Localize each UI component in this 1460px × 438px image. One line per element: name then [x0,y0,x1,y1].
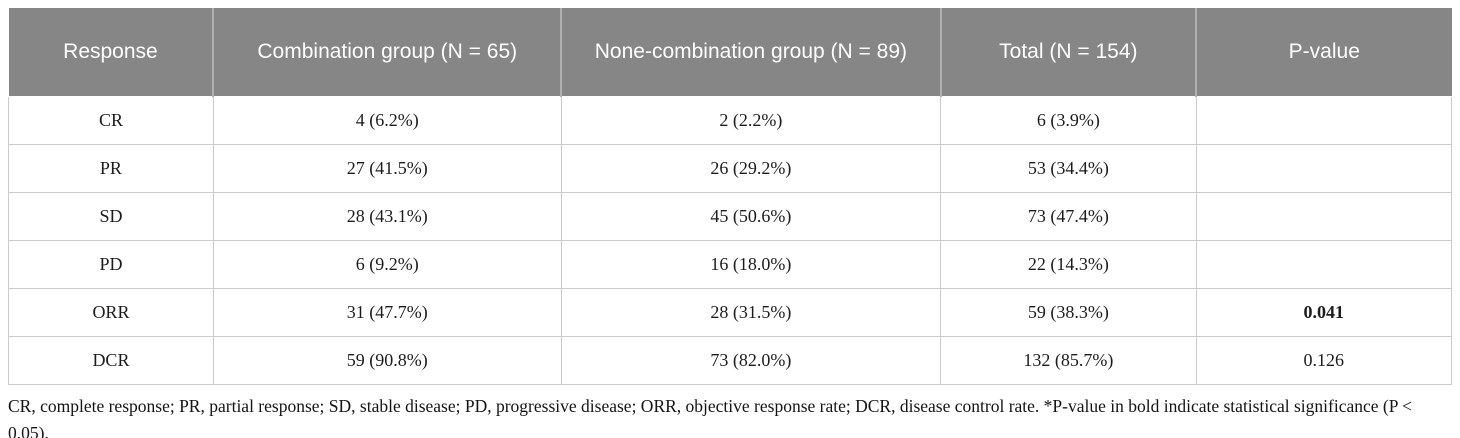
table-row-pd: PD 6 (9.2%) 16 (18.0%) 22 (14.3%) [8,240,1453,289]
row-label: PD [8,240,214,289]
response-results-table: Response Combination group (N = 65) None… [8,8,1453,385]
table-cell: 73 (82.0%) [560,336,942,385]
table-cell-p-value: 0.126 [1195,336,1453,385]
table-cell: 6 (3.9%) [940,96,1197,145]
table-row-dcr: DCR 59 (90.8%) 73 (82.0%) 132 (85.7%) 0.… [8,336,1453,385]
table-cell: 73 (47.4%) [940,192,1197,241]
table-cell-p-value [1195,144,1453,193]
table-cell: 28 (43.1%) [212,192,562,241]
table-cell: 27 (41.5%) [212,144,562,193]
table-row-pr: PR 27 (41.5%) 26 (29.2%) 53 (34.4%) [8,144,1453,193]
table-cell: 28 (31.5%) [560,288,942,337]
table-row-orr: ORR 31 (47.7%) 28 (31.5%) 59 (38.3%) 0.0… [8,288,1453,337]
table-cell: 31 (47.7%) [212,288,562,337]
table-footnote: CR, complete response; PR, partial respo… [8,396,1413,438]
row-label: CR [8,96,214,145]
table-cell-p-value [1195,96,1453,145]
table-cell: 132 (85.7%) [940,336,1197,385]
table-cell: 45 (50.6%) [560,192,942,241]
table-cell: 4 (6.2%) [212,96,562,145]
row-label: SD [8,192,214,241]
col-header-combination-group: Combination group (N = 65) [212,8,562,97]
table-row-cr: CR 4 (6.2%) 2 (2.2%) 6 (3.9%) [8,96,1453,145]
table-cell-p-value [1195,240,1453,289]
table-cell: 53 (34.4%) [940,144,1197,193]
table-cell-p-value-significant: 0.041 [1195,288,1453,337]
table-cell: 26 (29.2%) [560,144,942,193]
row-label: DCR [8,336,214,385]
table-cell: 6 (9.2%) [212,240,562,289]
table-cell-p-value [1195,192,1453,241]
col-header-total: Total (N = 154) [939,8,1197,97]
col-header-response: Response [8,8,214,97]
table-row-sd: SD 28 (43.1%) 45 (50.6%) 73 (47.4%) [8,192,1453,241]
row-label: ORR [8,288,214,337]
table-cell: 59 (90.8%) [212,336,562,385]
table-cell: 59 (38.3%) [940,288,1197,337]
col-header-p-value: P-value [1195,8,1452,97]
col-header-none-combination-group: None-combination group (N = 89) [560,8,941,97]
table-cell: 2 (2.2%) [560,96,942,145]
row-label: PR [8,144,214,193]
table-cell: 22 (14.3%) [940,240,1197,289]
header-row: Response Combination group (N = 65) None… [8,8,1452,97]
table-cell: 16 (18.0%) [560,240,942,289]
